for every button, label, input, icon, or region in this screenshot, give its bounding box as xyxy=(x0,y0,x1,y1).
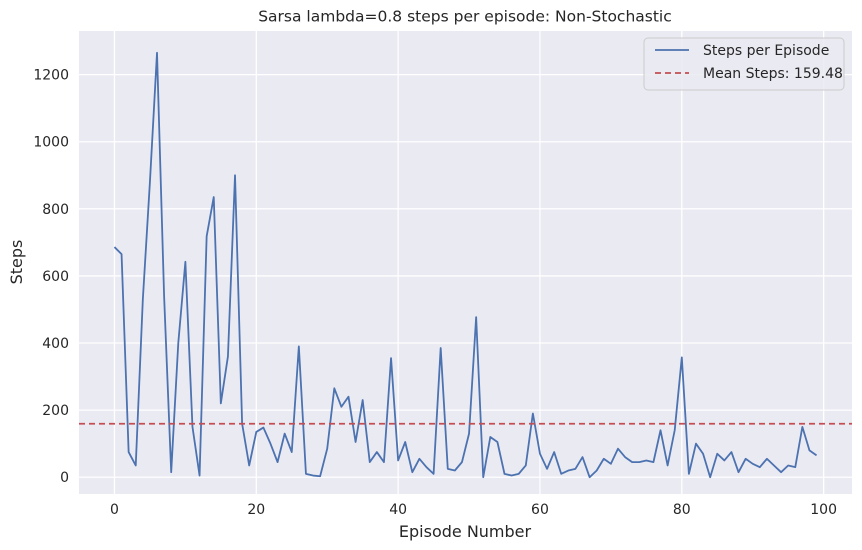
plot-background xyxy=(79,31,852,494)
series-layer xyxy=(79,51,852,479)
grid xyxy=(79,31,852,494)
legend-label-mean: Mean Steps: 159.48 xyxy=(703,66,843,82)
y-tick-label: 400 xyxy=(42,336,69,352)
y-axis-label: Steps xyxy=(7,240,26,285)
y-tick-label: 1200 xyxy=(33,68,69,84)
y-tick-label: 600 xyxy=(42,269,69,285)
x-ticks: 0 20 40 60 80 100 xyxy=(110,502,837,518)
chart-title: Sarsa lambda=0.8 steps per episode: Non-… xyxy=(258,8,672,26)
x-tick-label: 60 xyxy=(531,502,549,518)
steps-line xyxy=(113,51,818,479)
legend-box xyxy=(643,37,845,91)
legend: Steps per Episode Mean Steps: 159.48 xyxy=(643,37,845,91)
x-tick-label: 0 xyxy=(110,502,119,518)
y-tick-label: 1000 xyxy=(33,135,69,151)
legend-label-steps: Steps per Episode xyxy=(703,43,829,59)
x-tick-label: 40 xyxy=(389,502,407,518)
y-tick-label: 0 xyxy=(60,470,69,486)
x-tick-label: 20 xyxy=(247,502,265,518)
y-tick-label: 200 xyxy=(42,403,69,419)
x-axis-label: Episode Number xyxy=(399,522,532,541)
x-tick-label: 100 xyxy=(810,502,837,518)
y-tick-label: 800 xyxy=(42,202,69,218)
y-ticks: 0 200 400 600 800 1000 1200 xyxy=(33,68,69,487)
x-tick-label: 80 xyxy=(673,502,691,518)
